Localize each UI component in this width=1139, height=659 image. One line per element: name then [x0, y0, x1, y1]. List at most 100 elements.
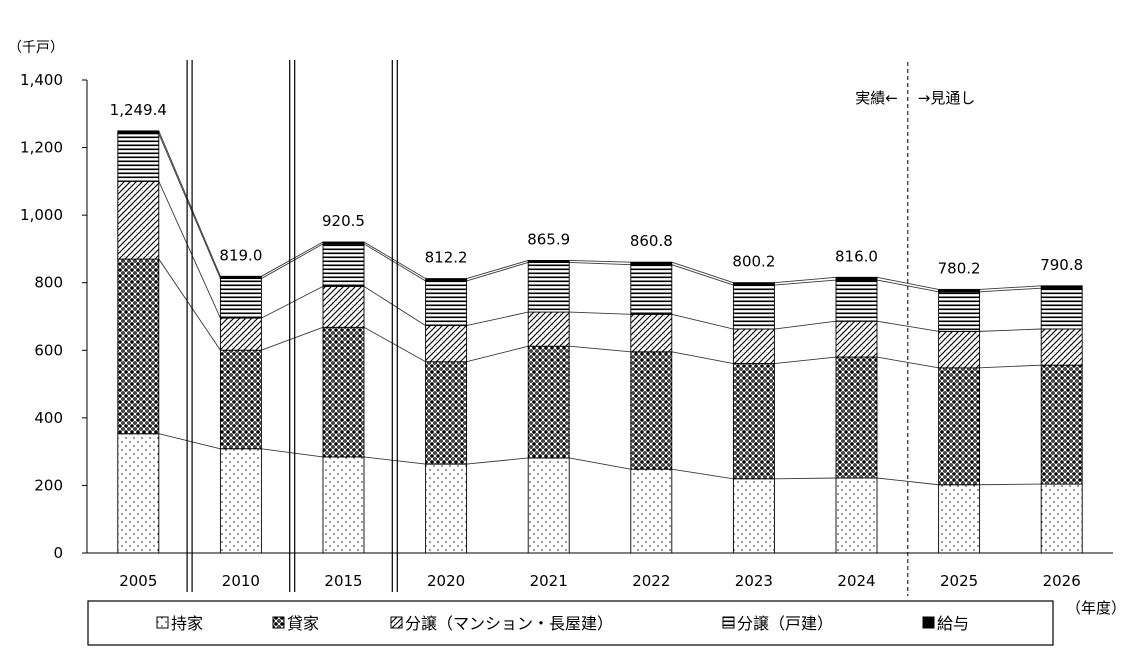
annotation-forecast: →見通し: [918, 89, 976, 107]
bar-segment-bunjo-mansion-2024: [835, 320, 878, 358]
bar-segment-mochiie-2020: [425, 463, 468, 554]
series-lines: [158, 130, 1042, 486]
series-line-bunjo-kodate-2020-2021: [466, 262, 529, 282]
bar-segment-kyuyo-2023: [732, 282, 775, 286]
bar-segment-bunjo-kodate-2020: [425, 280, 468, 327]
y-tick-label: 1,000: [20, 206, 63, 224]
series-line-mochiie-2015-2020: [363, 456, 426, 465]
series-line-kyuyo-2020-2021: [466, 260, 529, 280]
bar-segment-bunjo-kodate-2025: [938, 291, 981, 332]
legend-swatch-kyuyo: [922, 616, 935, 629]
bar-segment-bunjo-kodate-2005: [117, 133, 160, 182]
bar-segment-kyuyo-2005: [117, 130, 160, 135]
bar-segment-mochiie-2026: [1040, 483, 1083, 554]
series-line-bunjo-mansion-2005-2010: [158, 181, 221, 319]
series-line-mochiie-2023-2024: [774, 477, 837, 480]
bar-segment-kyuyo-2010: [219, 275, 262, 280]
x-tick-label-2026: 2026: [1043, 572, 1081, 590]
series-line-bunjo-mansion-2021-2022: [569, 311, 631, 315]
series-line-kashiya-2025-2026: [979, 364, 1042, 369]
bar-segment-mochiie-2022: [630, 468, 673, 554]
legend-label-bunjo-mansion: 分譲（マンション・長屋建）: [405, 614, 613, 633]
series-line-kyuyo-2023-2024: [774, 276, 837, 284]
y-tick-label: 1,200: [20, 139, 63, 157]
bar-segment-bunjo-mansion-2025: [938, 330, 981, 369]
bars: [117, 130, 1083, 554]
x-tick-label-2022: 2022: [632, 572, 670, 590]
legend-swatch-bunjo-kodate: [722, 616, 735, 629]
series-line-kyuyo-2010-2015: [261, 241, 324, 277]
bar-segment-bunjo-mansion-2005: [117, 180, 160, 260]
series-line-mochiie-2022-2023: [671, 468, 734, 480]
series-line-bunjo-kodate-2021-2022: [569, 261, 631, 266]
bar-segment-bunjo-kodate-2015: [322, 243, 365, 287]
series-line-bunjo-kodate-2024-2025: [876, 279, 939, 293]
series-line-mochiie-2025-2026: [979, 483, 1042, 486]
total-data-label-2023: 800.2: [732, 253, 775, 271]
series-line-kyuyo-2025-2026: [979, 285, 1042, 290]
x-tick-label-2021: 2021: [530, 572, 568, 590]
total-data-label-2025: 780.2: [938, 259, 981, 277]
x-tick-label-2025: 2025: [940, 572, 978, 590]
bar-segment-mochiie-2005: [117, 433, 160, 554]
y-tick-label: 800: [34, 274, 63, 292]
series-line-bunjo-mansion-2022-2023: [671, 313, 734, 330]
bar-segment-kashiya-2005: [117, 258, 160, 435]
x-tick-label-2005: 2005: [119, 572, 157, 590]
annotation-actual: 実績←: [855, 89, 898, 107]
total-data-label-2024: 816.0: [835, 247, 878, 265]
series-line-bunjo-mansion-2023-2024: [774, 320, 837, 330]
total-data-label-2010: 819.0: [219, 246, 262, 264]
series-line-bunjo-kodate-2010-2015: [261, 243, 324, 279]
bar-segment-bunjo-mansion-2020: [425, 325, 468, 363]
y-tick-label: 1,400: [20, 71, 63, 89]
series-line-bunjo-kodate-2025-2026: [979, 287, 1042, 293]
x-axis-title: （年度）: [1066, 599, 1126, 617]
bar-segment-bunjo-mansion-2023: [732, 328, 775, 364]
bar-segment-kyuyo-2022: [630, 261, 673, 266]
bar-segment-bunjo-mansion-2021: [527, 311, 570, 347]
series-line-bunjo-kodate-2005-2010: [158, 133, 221, 279]
series-line-kashiya-2024-2025: [876, 356, 939, 369]
bar-segment-bunjo-mansion-2026: [1040, 328, 1083, 366]
series-line-bunjo-mansion-2020-2021: [466, 311, 529, 327]
bar-segment-mochiie-2015: [322, 456, 365, 554]
series-line-kashiya-2005-2010: [158, 258, 221, 351]
total-data-label-2015: 920.5: [322, 212, 365, 230]
bar-segment-bunjo-kodate-2022: [630, 264, 673, 315]
x-tick-label-2015: 2015: [324, 572, 362, 590]
chart-labels: 0 200 400 600 800 1,000 1,200 1,400 実績← →見通し 2005 1…: [8, 40, 1126, 617]
legend-label-kashiya: 貸家: [287, 614, 319, 633]
series-line-bunjo-mansion-2015-2020: [363, 286, 426, 326]
series-line-kashiya-2021-2022: [569, 345, 631, 353]
series-line-kashiya-2010-2015: [261, 326, 324, 351]
y-axis-title: （千戸）: [8, 40, 64, 56]
bar-segment-kyuyo-2026: [1040, 285, 1083, 289]
series-line-kyuyo-2024-2025: [876, 276, 939, 290]
series-line-kashiya-2022-2023: [671, 351, 734, 364]
series-line-bunjo-kodate-2022-2023: [671, 264, 734, 286]
series-line-kyuyo-2021-2022: [569, 259, 631, 263]
bar-segment-kashiya-2020: [425, 361, 468, 465]
legend-swatch-mochiie: [156, 616, 169, 629]
y-tick-label: 400: [34, 409, 63, 427]
bar-segment-kashiya-2023: [732, 363, 775, 480]
total-data-label-2021: 865.9: [527, 230, 570, 248]
x-tick-label-2020: 2020: [427, 572, 465, 590]
series-line-bunjo-mansion-2024-2025: [876, 320, 939, 332]
series-line-bunjo-kodate-2015-2020: [363, 243, 426, 282]
series-line-kyuyo-2015-2020: [363, 241, 426, 279]
series-line-mochiie-2005-2010: [158, 433, 221, 450]
bar-segment-kyuyo-2015: [322, 241, 365, 245]
x-tick-label-2024: 2024: [837, 572, 875, 590]
bar-segment-mochiie-2024: [835, 477, 878, 554]
series-line-mochiie-2024-2025: [876, 477, 939, 486]
y-tick-label: 600: [34, 341, 63, 359]
legend: 持家 貸家 分譲（マンション・長屋建） 分譲（戸建） 給与: [87, 600, 1054, 646]
series-line-bunjo-mansion-2010-2015: [261, 285, 324, 319]
series-line-mochiie-2010-2015: [261, 448, 324, 458]
bar-segment-bunjo-kodate-2024: [835, 279, 878, 322]
bar-segment-kyuyo-2021: [527, 259, 570, 263]
legend-label-kyuyo: 給与: [937, 614, 969, 633]
